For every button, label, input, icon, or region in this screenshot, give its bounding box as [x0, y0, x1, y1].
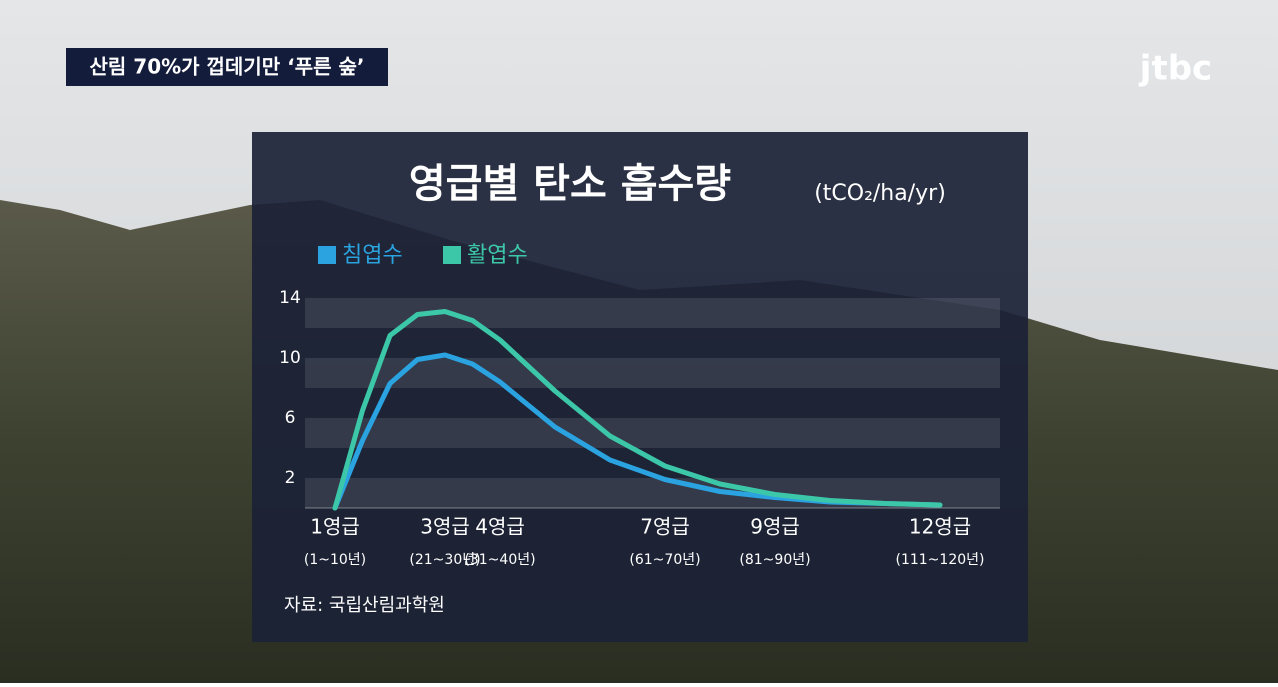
x-period-label: (1~10년): [304, 552, 366, 568]
x-period-label: (21~30년): [409, 552, 480, 568]
legend-label: 침엽수: [342, 243, 403, 268]
x-period-label: (81~90년): [739, 552, 810, 568]
x-tick-label: 3영급: [420, 515, 470, 539]
y-tick-label: 10: [279, 348, 301, 368]
chart-unit: (tCO₂/ha/yr): [814, 181, 946, 206]
legend-swatch: [443, 246, 461, 264]
caption: 산림 70%가 껍데기만 ‘푸른 숲’: [90, 55, 365, 79]
legend-swatch: [318, 246, 336, 264]
line: [332, 309, 943, 511]
grid-band: [305, 418, 1000, 448]
caption-box: [66, 48, 388, 86]
y-tick-label: 2: [285, 468, 296, 488]
y-tick-label: 6: [285, 408, 296, 428]
chart-title: 영급별 탄소 흡수량: [409, 161, 731, 207]
x-tick-label: 4영급: [475, 515, 525, 539]
x-tick-label: 1영급: [310, 515, 360, 539]
legend-label: 활엽수: [467, 243, 528, 268]
x-period-label: (61~70년): [629, 552, 700, 568]
source: 자료: 국립산림과학원: [284, 595, 445, 616]
y-tick-label: 14: [279, 288, 301, 308]
x-tick-label: 9영급: [750, 515, 800, 539]
x-tick-label: 7영급: [640, 515, 690, 539]
grid-band: [305, 358, 1000, 388]
logo: jtbc: [1138, 49, 1212, 89]
x-tick-label: 12영급: [909, 515, 971, 539]
x-period-label: (31~40년): [464, 552, 535, 568]
chart-panel: [252, 132, 1028, 642]
x-period-label: (111~120년): [896, 552, 985, 568]
